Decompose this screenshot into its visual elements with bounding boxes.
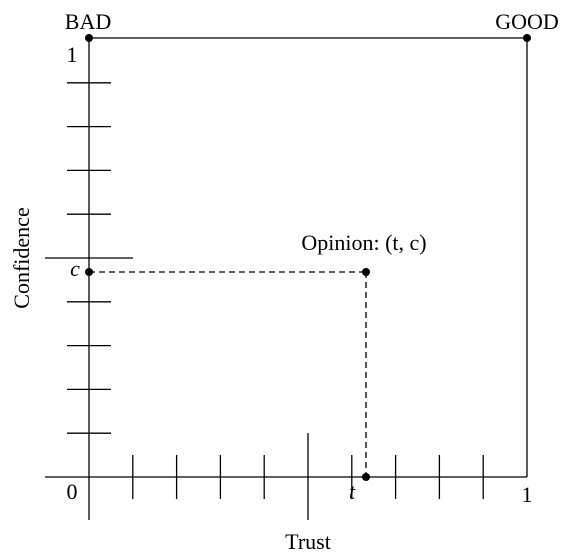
opinion-label: Opinion: (t, c) <box>301 230 426 255</box>
y-axis-label: Confidence <box>9 207 34 308</box>
frame <box>45 37 528 520</box>
bad-label: BAD <box>65 9 111 34</box>
c-label: c <box>70 256 80 281</box>
good-label: GOOD <box>495 9 559 34</box>
guides <box>89 271 367 477</box>
ticks <box>45 82 484 520</box>
x-axis-label: Trust <box>285 529 331 554</box>
y-one: 1 <box>67 42 78 67</box>
t-label: t <box>349 479 356 504</box>
points <box>85 34 531 481</box>
origin-label: 0 <box>67 479 78 504</box>
x-one: 1 <box>522 482 533 507</box>
